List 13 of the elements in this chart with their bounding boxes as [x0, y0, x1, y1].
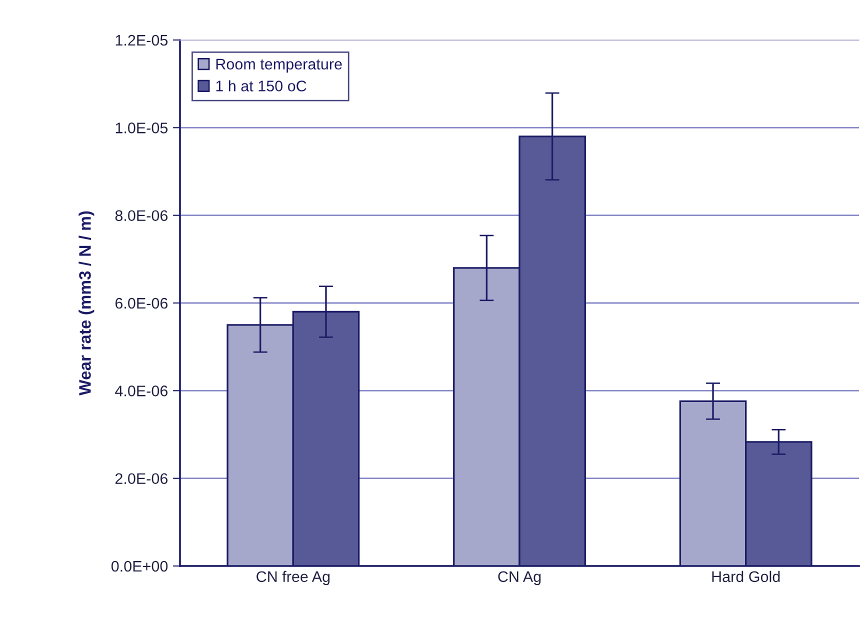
y-tick-label: 2.0E-06 — [115, 473, 168, 484]
y-tick-label: 6.0E-06 — [115, 298, 168, 309]
y-axis-title: Wear rate (mm3 / N / m) — [78, 211, 94, 396]
y-tick-label: 1.0E-05 — [116, 122, 168, 134]
legend-label: Room temperature — [216, 58, 342, 73]
x-tick-label: CN Ag — [498, 571, 541, 586]
y-tick-label: 8.0E-06 — [115, 210, 168, 222]
x-tick-label: Hard Gold — [712, 570, 780, 582]
y-tick-label: 4.0E-06 — [115, 386, 168, 396]
y-tick-label: 0.0E+00 — [111, 560, 168, 572]
legend-label: 1 h at 150 oC — [216, 80, 306, 92]
y-tick-label: 1.2E-05 — [116, 34, 168, 46]
x-tick-label: CN free Ag — [256, 570, 330, 586]
